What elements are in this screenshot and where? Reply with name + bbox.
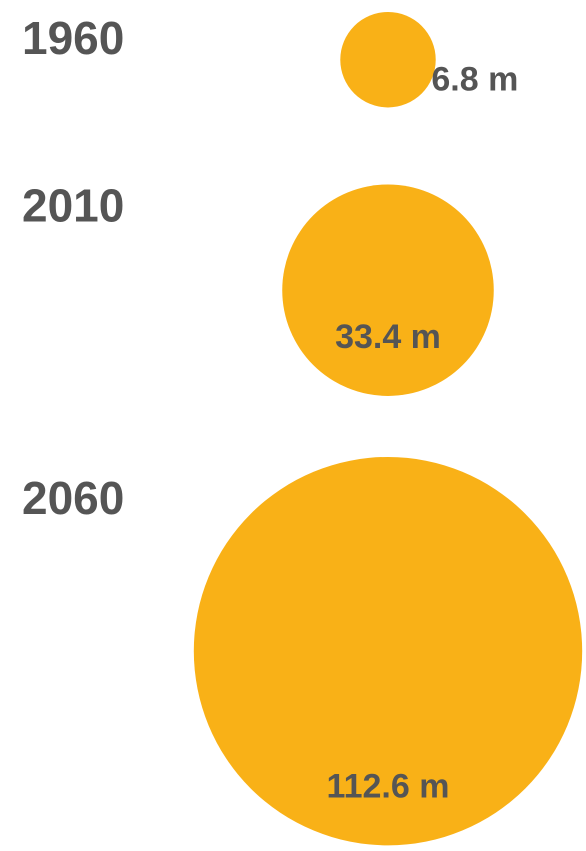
value-label: 33.4 m — [335, 318, 441, 356]
year-label: 1960 — [22, 12, 124, 64]
value-label: 112.6 m — [327, 767, 450, 805]
bubble — [282, 184, 494, 396]
year-label: 2060 — [22, 472, 124, 524]
bubble — [340, 12, 436, 108]
bubble — [193, 456, 583, 846]
year-label: 2010 — [22, 180, 124, 232]
value-label: 6.8 m — [431, 61, 518, 99]
